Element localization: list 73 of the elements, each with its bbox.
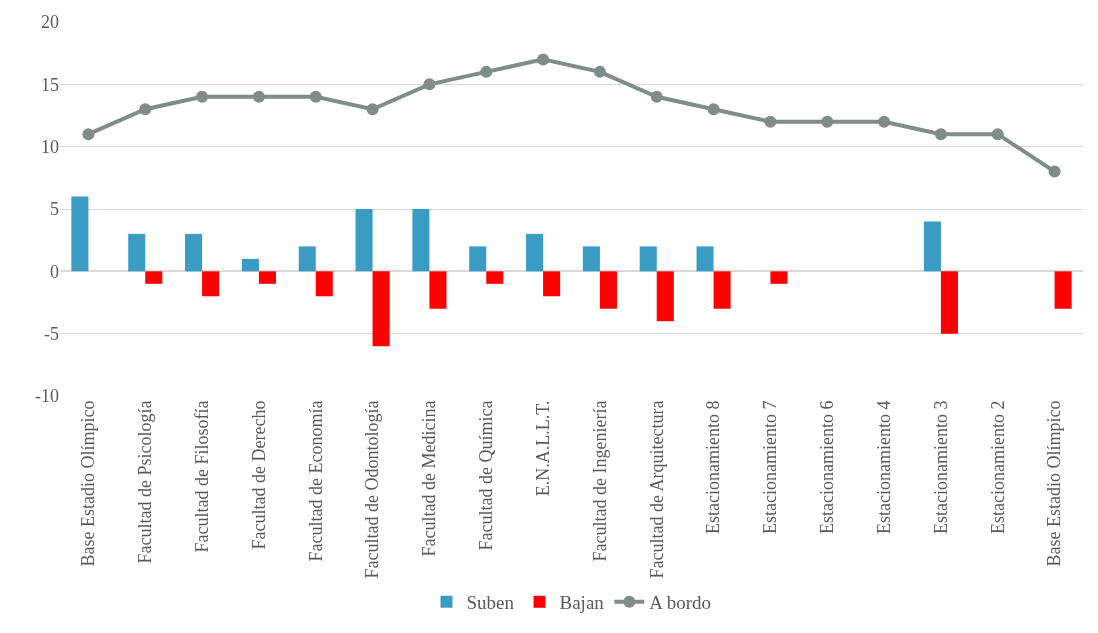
bar [145, 271, 163, 284]
y-tick-label: 0 [50, 261, 59, 282]
y-tick-label: 20 [41, 12, 59, 33]
bar [940, 271, 958, 334]
point [991, 128, 1004, 141]
x-tick-label: Base Estadio Olímpico [78, 400, 99, 567]
bar [128, 233, 146, 272]
x-tick-label: Facultad de Química [476, 400, 497, 551]
bar [315, 271, 333, 297]
y-tick-label: 5 [50, 199, 59, 220]
point [537, 53, 550, 66]
x-tick-label: Facultad de Filosofía [191, 400, 212, 553]
point [934, 128, 947, 141]
x-tick-label: Estacionamiento 7 [760, 400, 781, 535]
x-tick-label: Estacionamiento 3 [930, 400, 951, 535]
bar [543, 271, 561, 297]
bar [923, 221, 941, 272]
point [650, 90, 663, 103]
x-tick-label: E.N.A.L.L.T. [532, 400, 553, 497]
y-tick-label: -10 [35, 386, 59, 407]
x-tick-label: Facultad de Economía [305, 400, 326, 562]
bar [1054, 271, 1072, 309]
bar [372, 271, 390, 347]
x-tick-label: Facultad de Arquitectura [646, 400, 667, 579]
x-tick-label: Facultad de Odontología [362, 400, 383, 579]
point [821, 115, 834, 128]
bar [202, 271, 220, 297]
point [252, 90, 265, 103]
bar [429, 271, 447, 309]
bar [639, 246, 657, 272]
bar [71, 196, 89, 272]
point [196, 90, 209, 103]
point [593, 65, 606, 78]
point [423, 78, 436, 91]
x-tick-label: Estacionamiento 4 [873, 400, 894, 535]
point [139, 103, 152, 116]
bar [241, 258, 259, 272]
x-tick-label: Facultad de Psicología [135, 400, 156, 564]
point [707, 103, 720, 116]
bar [526, 233, 544, 272]
bar [713, 271, 731, 309]
y-tick-label: -5 [44, 323, 59, 344]
x-tick-label: Facultad de Medicina [419, 400, 440, 557]
bar [258, 271, 276, 284]
bar [355, 209, 373, 272]
x-tick-label: Facultad de Derecho [248, 400, 269, 550]
x-tick-label: Facultad de Ingeniería [589, 400, 610, 562]
legend-label: Suben [466, 592, 515, 614]
bar [298, 246, 316, 272]
bar [770, 271, 788, 284]
x-tick-label: Base Estadio Olímpico [1044, 400, 1065, 567]
x-tick-label: Estacionamiento 2 [987, 400, 1008, 535]
x-tick-label: Estacionamiento 8 [703, 400, 724, 535]
y-tick-label: 10 [41, 136, 59, 157]
y-tick-label: 15 [41, 74, 59, 95]
point [878, 115, 891, 128]
legend-label: Bajan [559, 592, 605, 614]
bar [185, 233, 203, 272]
legend-label: A bordo [649, 592, 712, 614]
point [366, 103, 379, 116]
point [82, 128, 95, 141]
bar [599, 271, 617, 309]
point [764, 115, 777, 128]
x-tick-label: Estacionamiento 6 [817, 400, 838, 535]
bar [582, 246, 600, 272]
bar [696, 246, 714, 272]
point [480, 65, 493, 78]
bar [469, 246, 487, 272]
bar [412, 209, 430, 272]
point [309, 90, 322, 103]
bar [486, 271, 504, 284]
bar [656, 271, 674, 322]
point [1048, 165, 1061, 178]
